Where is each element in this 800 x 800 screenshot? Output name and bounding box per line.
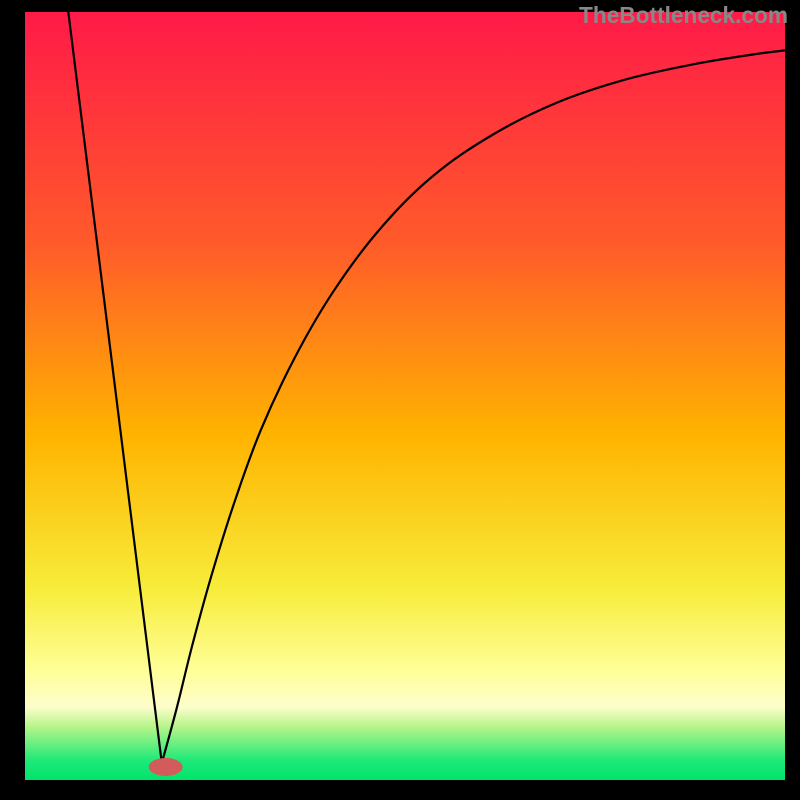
watermark-text: TheBottleneck.com	[579, 2, 788, 29]
gradient-background	[25, 12, 785, 780]
bottleneck-chart: TheBottleneck.com	[0, 0, 800, 800]
plot-svg	[25, 12, 785, 780]
optimal-marker	[149, 758, 183, 776]
plot-area	[25, 12, 785, 780]
